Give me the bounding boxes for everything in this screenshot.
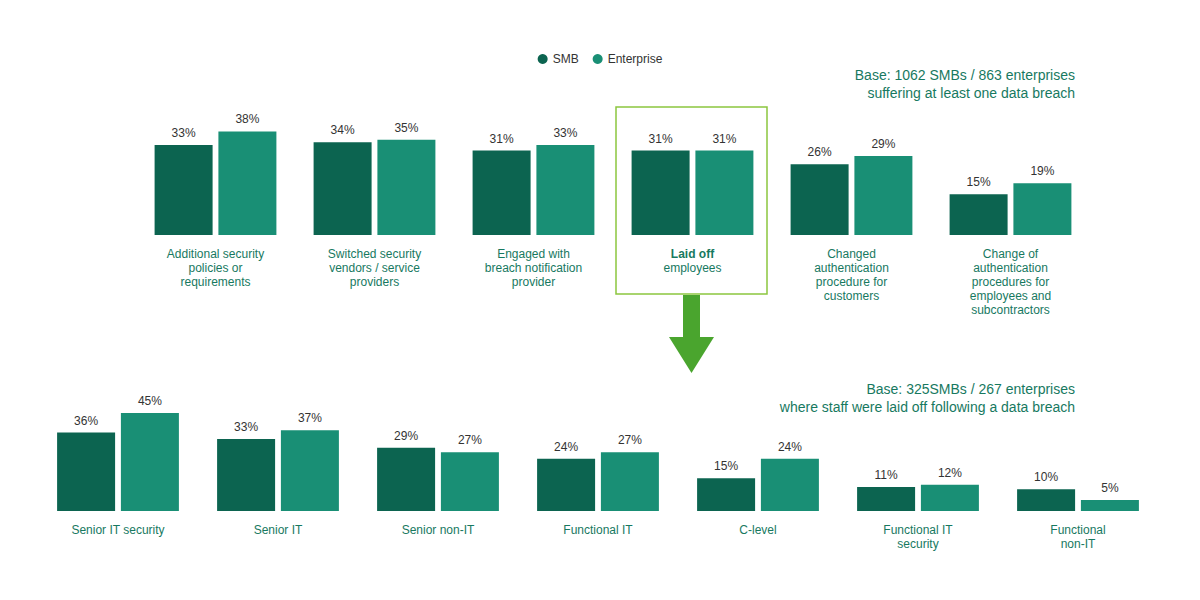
- svg-text:33%: 33%: [234, 420, 258, 434]
- svg-text:employees: employees: [663, 261, 721, 275]
- svg-text:29%: 29%: [871, 137, 895, 151]
- svg-text:subcontractors: subcontractors: [971, 303, 1050, 317]
- svg-text:requirements: requirements: [180, 275, 250, 289]
- svg-text:Switched security: Switched security: [328, 247, 421, 261]
- svg-text:Base: 1062 SMBs / 863 enterpri: Base: 1062 SMBs / 863 enterprises: [855, 67, 1075, 83]
- svg-text:45%: 45%: [138, 394, 162, 408]
- svg-text:33%: 33%: [553, 126, 577, 140]
- svg-text:34%: 34%: [331, 123, 355, 137]
- svg-text:customers: customers: [824, 289, 879, 303]
- svg-text:31%: 31%: [649, 132, 673, 146]
- svg-text:31%: 31%: [490, 132, 514, 146]
- svg-text:31%: 31%: [712, 132, 736, 146]
- svg-text:5%: 5%: [1101, 481, 1119, 495]
- svg-text:Senior IT security: Senior IT security: [71, 523, 164, 537]
- svg-text:24%: 24%: [778, 440, 802, 454]
- svg-text:procedure for: procedure for: [816, 275, 887, 289]
- svg-text:26%: 26%: [808, 145, 832, 159]
- svg-text:Functional IT: Functional IT: [563, 523, 633, 537]
- svg-text:36%: 36%: [74, 414, 98, 428]
- svg-text:policies or: policies or: [188, 261, 242, 275]
- svg-text:11%: 11%: [875, 468, 898, 482]
- svg-text:breach notification: breach notification: [485, 261, 582, 275]
- svg-text:authentication: authentication: [814, 261, 889, 275]
- svg-text:authentication: authentication: [973, 261, 1048, 275]
- svg-text:Base: 325SMBs / 267 enterprise: Base: 325SMBs / 267 enterprises: [866, 381, 1075, 397]
- svg-text:27%: 27%: [458, 433, 482, 447]
- svg-text:Change of: Change of: [983, 247, 1039, 261]
- svg-text:Functional: Functional: [1050, 523, 1105, 537]
- svg-text:C-level: C-level: [739, 523, 776, 537]
- svg-text:vendors / service: vendors / service: [329, 261, 420, 275]
- svg-text:38%: 38%: [235, 112, 259, 126]
- svg-text:19%: 19%: [1030, 164, 1054, 178]
- svg-text:Additional security: Additional security: [167, 247, 264, 261]
- svg-text:SMB: SMB: [553, 52, 579, 66]
- svg-text:Senior IT: Senior IT: [254, 523, 303, 537]
- svg-text:Enterprise: Enterprise: [608, 52, 663, 66]
- svg-text:provider: provider: [512, 275, 555, 289]
- svg-text:where staff were laid off foll: where staff were laid off following a da…: [779, 399, 1075, 415]
- svg-text:non-IT: non-IT: [1061, 537, 1096, 551]
- svg-text:10%: 10%: [1034, 470, 1058, 484]
- svg-text:Laid off: Laid off: [671, 247, 715, 261]
- svg-text:35%: 35%: [394, 121, 418, 135]
- svg-text:security: security: [897, 537, 938, 551]
- svg-text:29%: 29%: [394, 429, 418, 443]
- svg-text:suffering at least one data br: suffering at least one data breach: [867, 85, 1075, 101]
- svg-text:15%: 15%: [967, 175, 991, 189]
- svg-text:24%: 24%: [554, 440, 578, 454]
- svg-text:procedures for: procedures for: [972, 275, 1049, 289]
- svg-text:33%: 33%: [172, 126, 196, 140]
- svg-text:12%: 12%: [938, 466, 962, 480]
- svg-text:Senior non-IT: Senior non-IT: [402, 523, 475, 537]
- svg-text:37%: 37%: [298, 411, 322, 425]
- svg-text:Functional IT: Functional IT: [883, 523, 953, 537]
- svg-text:employees and: employees and: [970, 289, 1051, 303]
- svg-text:Changed: Changed: [827, 247, 876, 261]
- svg-text:15%: 15%: [714, 459, 738, 473]
- svg-text:providers: providers: [350, 275, 399, 289]
- svg-text:27%: 27%: [618, 433, 642, 447]
- svg-text:Engaged with: Engaged with: [497, 247, 570, 261]
